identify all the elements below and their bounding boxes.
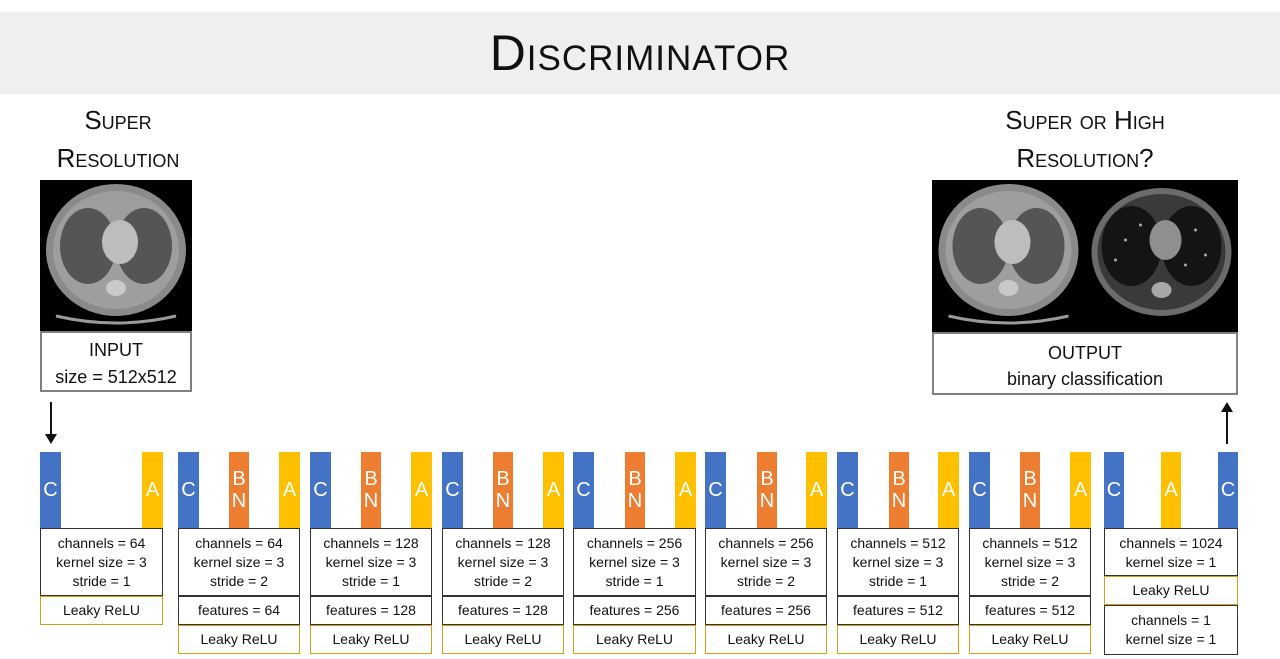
layer4-params: channels = 128 kernel size = 3 stride = 2	[442, 528, 564, 596]
layer6-activation-block: A	[806, 452, 827, 528]
layer3-activation-block: A	[411, 452, 432, 528]
layer5-features: features = 256	[573, 596, 696, 625]
output-desc: binary classification	[1006, 369, 1164, 389]
layer7-activation: Leaky ReLU	[837, 625, 959, 654]
layer2-params: channels = 64 kernel size = 3 stride = 2	[178, 528, 300, 596]
layer9-output-conv-block: C	[1218, 452, 1238, 528]
layer1-activation: Leaky ReLU	[40, 596, 163, 625]
layer4-activation-block: A	[543, 452, 564, 528]
input-down-arrow	[45, 402, 57, 444]
layer9-output-params: channels = 1 kernel size = 1	[1104, 605, 1238, 655]
layer7-activation-block: A	[938, 452, 959, 528]
layer4-conv-block: C	[442, 452, 463, 528]
input-heading: Super Resolution	[40, 101, 196, 177]
layer3-params: channels = 128 kernel size = 3 stride = 1	[310, 528, 432, 596]
layer5-activation: Leaky ReLU	[573, 625, 696, 654]
layer9-activation: Leaky ReLU	[1104, 576, 1238, 605]
layer5-params: channels = 256 kernel size = 3 stride = 1	[573, 528, 696, 596]
input-heading-line1: Super	[84, 105, 152, 135]
title-banner	[0, 12, 1280, 94]
layer7-conv-block: C	[837, 452, 858, 528]
output-ct-image-super	[932, 180, 1085, 332]
layer2-conv-block: C	[178, 452, 199, 528]
layer6-activation: Leaky ReLU	[705, 625, 827, 654]
layer6-features: features = 256	[705, 596, 827, 625]
layer1-params: channels = 64 kernel size = 3 stride = 1	[40, 528, 163, 596]
output-heading-line2: Resolution?	[1016, 143, 1154, 173]
output-label: OUTPUT	[1048, 343, 1122, 363]
output-heading: Super or High Resolution?	[960, 101, 1210, 177]
layer9-conv-block: C	[1104, 452, 1124, 528]
output-heading-line1: Super or High	[1005, 105, 1165, 135]
diagram-title: Discriminator	[489, 25, 791, 81]
layer7-params: channels = 512 kernel size = 3 stride = 1	[837, 528, 959, 596]
output-box: OUTPUT binary classification	[932, 332, 1238, 395]
layer5-activation-block: A	[675, 452, 696, 528]
layer5-conv-block: C	[573, 452, 594, 528]
input-size: size = 512x512	[55, 367, 177, 387]
layer8-features: features = 512	[969, 596, 1091, 625]
layer4-activation: Leaky ReLU	[442, 625, 564, 654]
layer7-features: features = 512	[837, 596, 959, 625]
layer8-activation-block: A	[1070, 452, 1091, 528]
layer8-activation: Leaky ReLU	[969, 625, 1091, 654]
input-heading-line2: Resolution	[56, 143, 180, 173]
layer3-features: features = 128	[310, 596, 432, 625]
input-label: INPUT	[89, 340, 143, 360]
layer9-params: channels = 1024 kernel size = 1	[1104, 528, 1238, 576]
layer6-params: channels = 256 kernel size = 3 stride = 2	[705, 528, 827, 596]
layer6-conv-block: C	[705, 452, 726, 528]
layer1-conv-block: C	[40, 452, 61, 528]
input-box: INPUT size = 512x512	[40, 331, 192, 392]
input-ct-image	[40, 180, 192, 332]
output-up-arrow	[1221, 402, 1233, 444]
layer2-activation: Leaky ReLU	[178, 625, 300, 654]
output-ct-image-high	[1085, 180, 1238, 332]
layer8-conv-block: C	[969, 452, 990, 528]
layer8-params: channels = 512 kernel size = 3 stride = 2	[969, 528, 1091, 596]
layer1-activation-block: A	[142, 452, 163, 528]
layer9-activation-block: A	[1161, 452, 1181, 528]
layer2-activation-block: A	[279, 452, 300, 528]
layer3-activation: Leaky ReLU	[310, 625, 432, 654]
layer3-conv-block: C	[310, 452, 331, 528]
layer4-features: features = 128	[442, 596, 564, 625]
layer2-features: features = 64	[178, 596, 300, 625]
